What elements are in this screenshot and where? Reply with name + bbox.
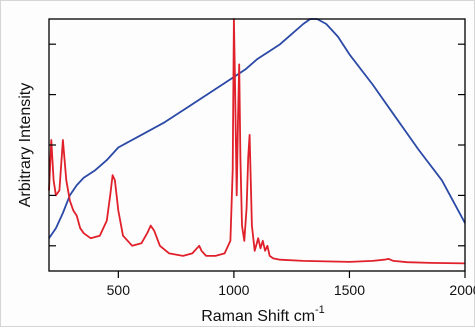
x-tick-label: 1500 bbox=[334, 282, 365, 298]
series-line-2 bbox=[48, 18, 466, 265]
x-tick-label: 1000 bbox=[218, 282, 249, 298]
x-tick-label: 500 bbox=[107, 282, 131, 298]
y-axis-label: Arbitrary Intensity bbox=[17, 83, 34, 207]
x-axis-label-text: Raman Shift cm bbox=[201, 308, 315, 325]
series-layer bbox=[48, 18, 466, 265]
x-tick-label: 2000 bbox=[449, 282, 475, 298]
x-axis-label-superscript: -1 bbox=[315, 304, 325, 316]
ticks-layer: 500 1000 1500 2000 bbox=[49, 43, 475, 298]
x-axis-label: Raman Shift cm-1 bbox=[201, 304, 325, 325]
plot-area-border bbox=[48, 18, 466, 272]
series-line-1 bbox=[48, 18, 466, 239]
